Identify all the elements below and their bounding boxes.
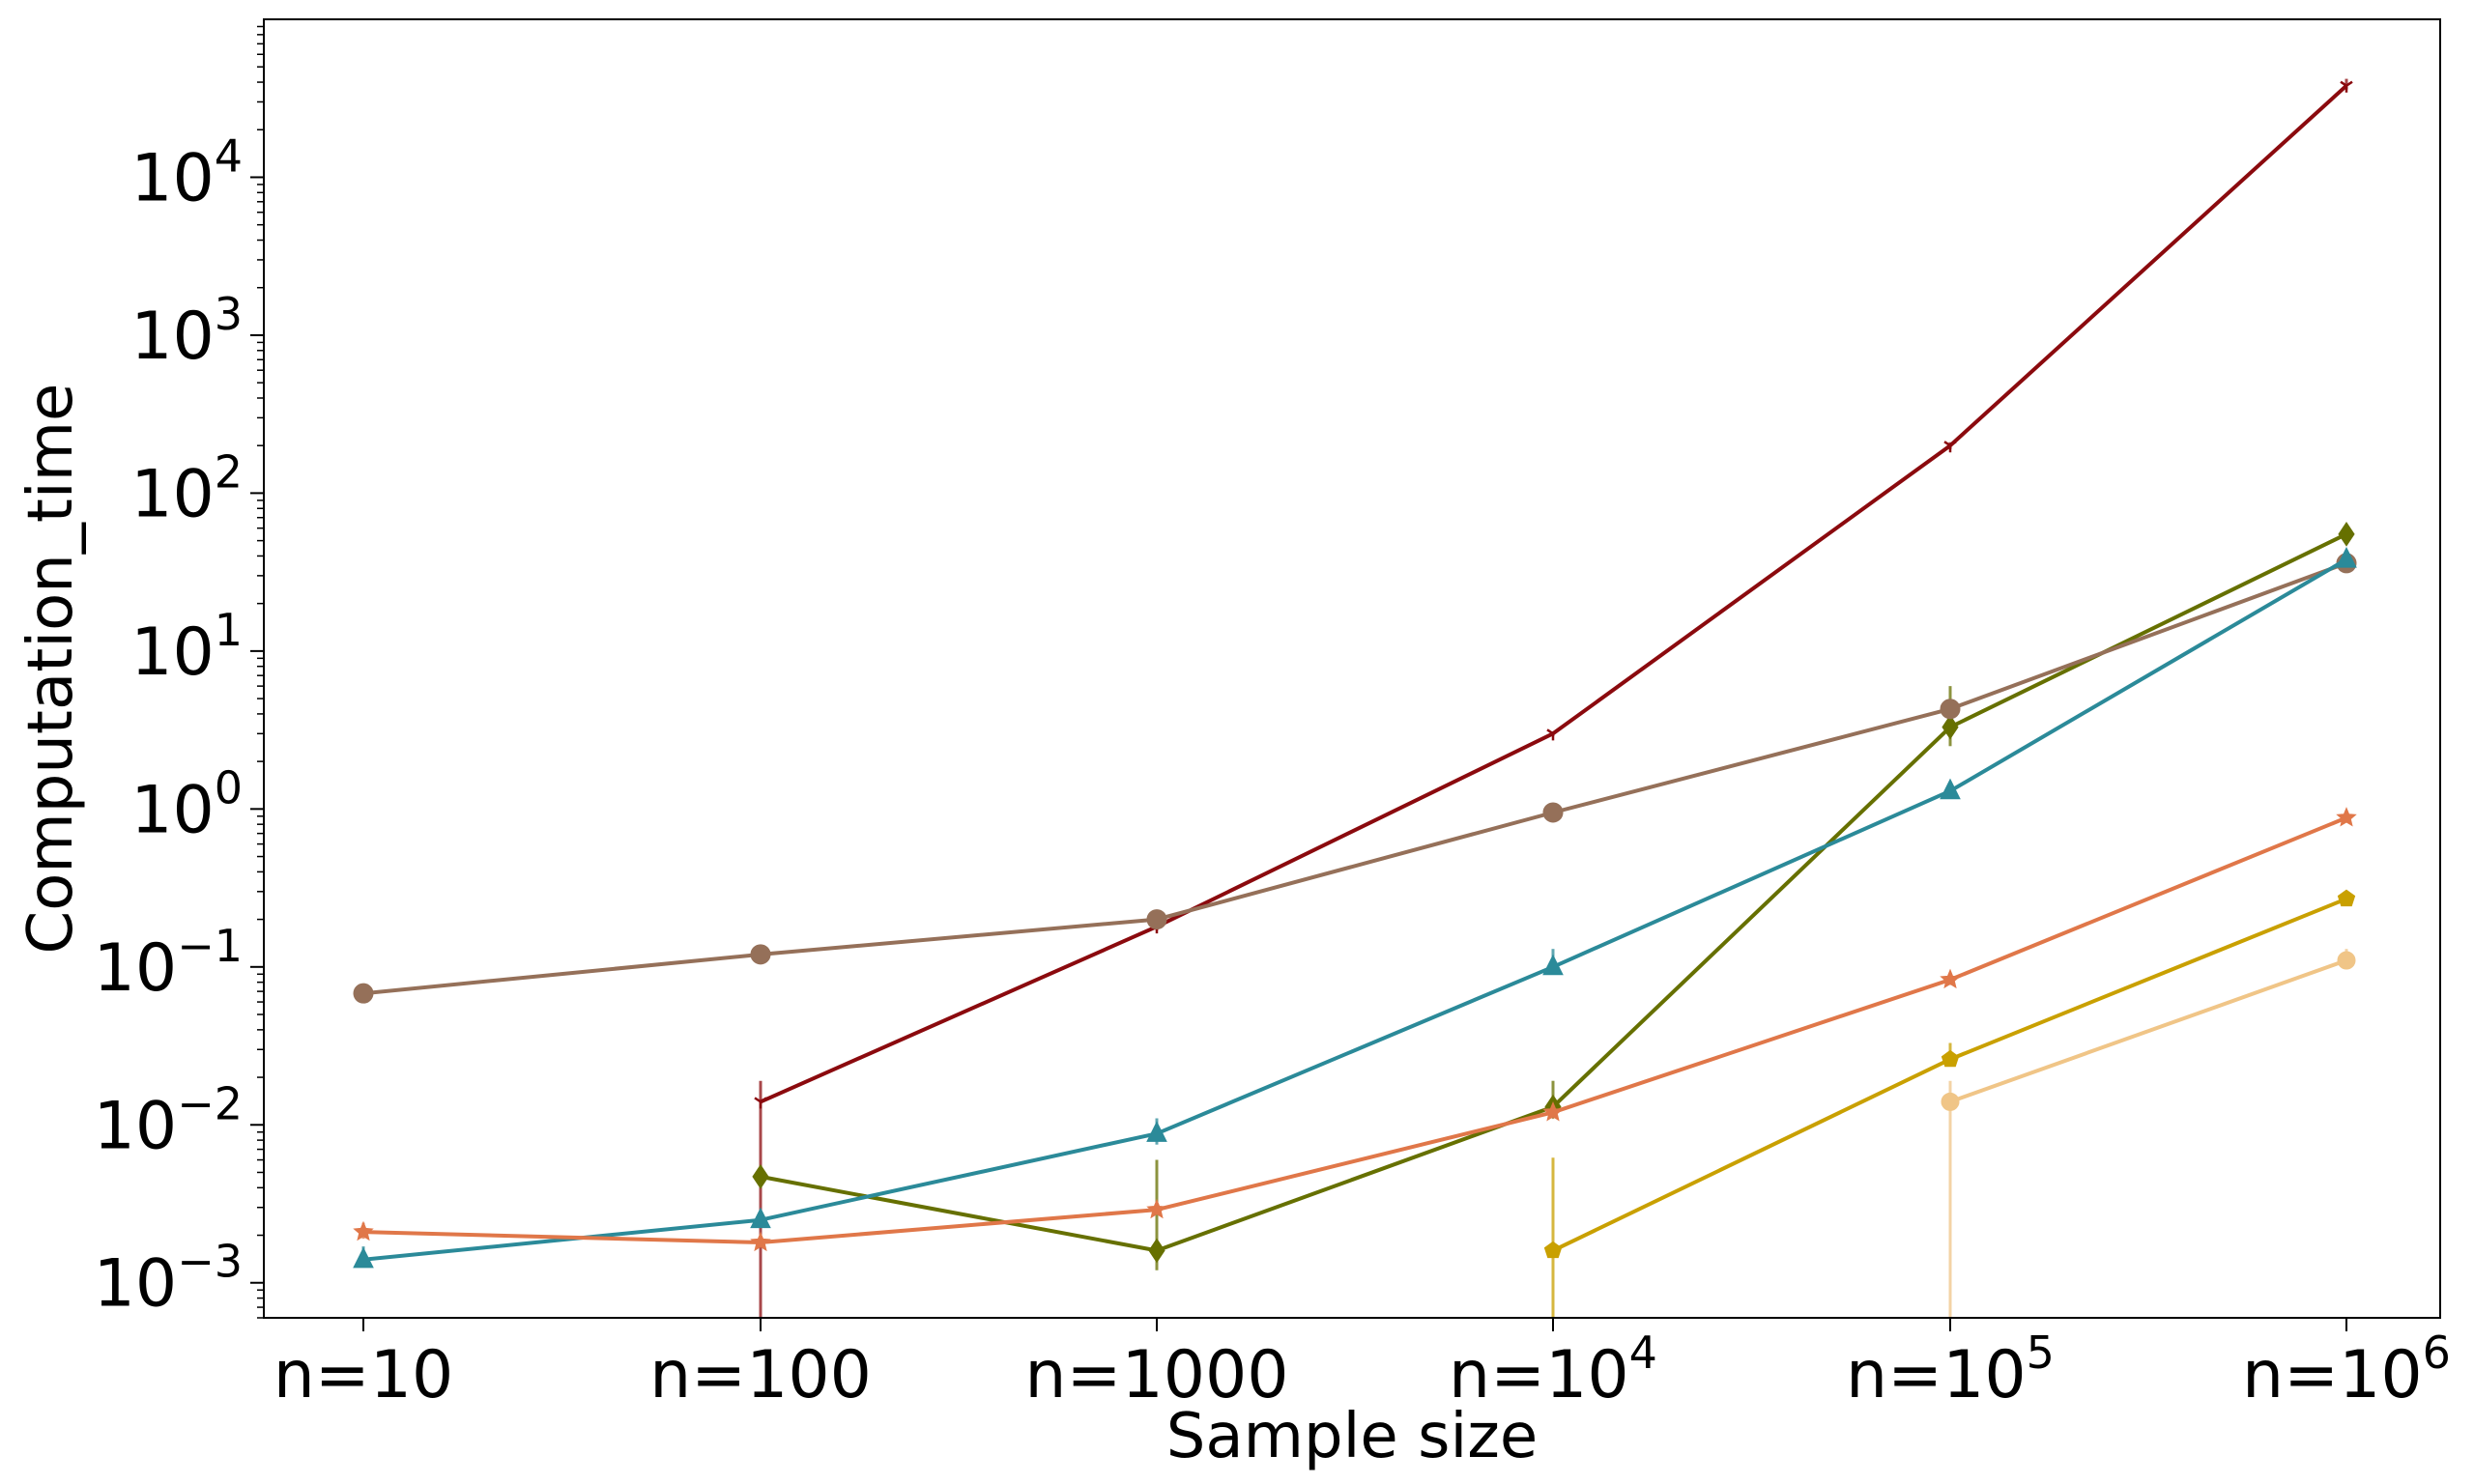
data-point: [754, 1097, 767, 1109]
data-point: [1940, 778, 1961, 800]
data-point: [1546, 728, 1560, 741]
y-tick-label: 104: [130, 129, 243, 216]
data-point: [1542, 802, 1564, 823]
data-point: [750, 944, 771, 965]
data-point: [2337, 951, 2356, 970]
data-point: [1146, 1198, 1167, 1219]
data-point: [1542, 954, 1564, 976]
data-point: [1148, 1238, 1165, 1264]
data-point: [1940, 699, 1961, 720]
y-tick-label: 101: [130, 604, 243, 691]
series-line: [362, 815, 2347, 1244]
data-point: [752, 1163, 769, 1189]
data-point: [1543, 1241, 1563, 1259]
data-point: [1943, 441, 1957, 453]
x-tick-label: n=1000: [1024, 1337, 1288, 1413]
y-tick-label: 100: [130, 761, 243, 848]
data-point: [750, 1207, 771, 1229]
data-point: [1942, 714, 1959, 740]
y-axis-title: Computation_time: [15, 384, 87, 955]
series-4: [353, 807, 2357, 1252]
series-line: [1949, 958, 2347, 1104]
data-point: [1941, 1049, 1960, 1068]
data-point: [1542, 1100, 1564, 1122]
series-5: [1543, 889, 2356, 1318]
series-2: [353, 553, 2357, 1004]
data-point: [353, 983, 374, 1004]
y-tick-label: 10−2: [94, 1077, 243, 1164]
y-tick-label: 10−3: [94, 1236, 243, 1323]
data-point: [353, 1220, 374, 1241]
data-point: [2336, 807, 2357, 827]
x-tick-label: n=10: [273, 1337, 454, 1413]
series-line: [362, 561, 2347, 996]
data-point: [2337, 889, 2356, 907]
series-layer: [353, 78, 2357, 1318]
data-point: [2340, 80, 2353, 93]
data-point: [1940, 968, 1961, 989]
x-tick-label: n=105: [1846, 1327, 2055, 1413]
data-point: [1941, 1092, 1960, 1111]
x-tick-label: n=104: [1449, 1327, 1657, 1413]
x-axis-title: Sample size: [1166, 1401, 1538, 1472]
x-axis: n=10 n=100 n=1000 n=104 n=105 n=106: [273, 1318, 2451, 1413]
y-tick-label: 10−1: [94, 920, 243, 1007]
x-tick-label: n=106: [2242, 1327, 2451, 1413]
data-point: [2338, 521, 2355, 547]
data-point: [750, 1231, 771, 1252]
y-tick-label: 102: [130, 445, 243, 532]
data-point: [2336, 546, 2357, 568]
series-6: [1941, 949, 2356, 1318]
data-point: [1146, 1121, 1167, 1142]
y-tick-label: 103: [130, 288, 243, 375]
x-tick-label: n=100: [649, 1337, 872, 1413]
plot-frame: [263, 18, 2441, 1319]
data-point: [1146, 909, 1167, 930]
series-line: [362, 557, 2348, 1262]
series-3: [353, 546, 2357, 1269]
data-point: [353, 1246, 374, 1269]
y-axis: 10−3 10−2 10−1 100 101 102 103 104: [94, 25, 264, 1323]
